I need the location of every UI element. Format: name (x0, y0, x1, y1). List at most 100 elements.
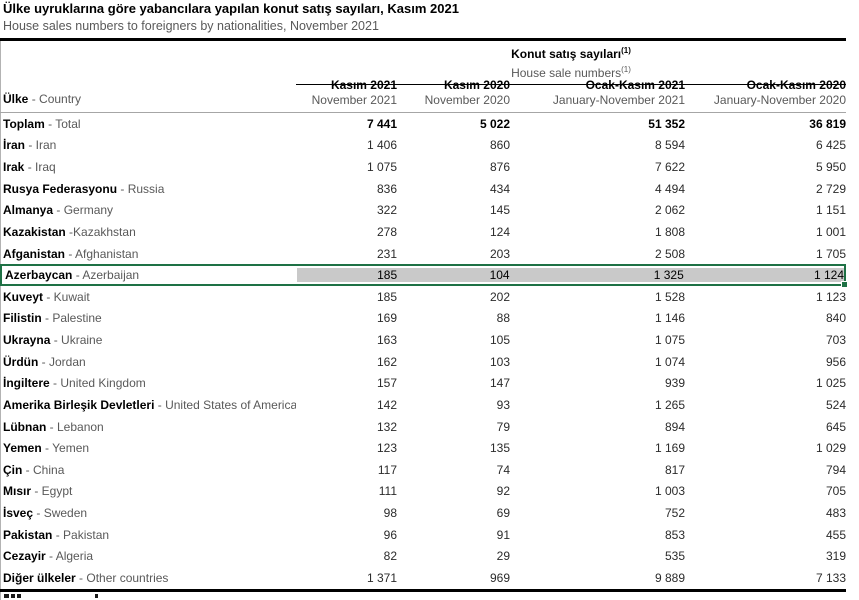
country-cell[interactable]: İngiltere - United Kingdom (0, 374, 296, 392)
value-jan-nov-2020[interactable]: 5 950 (815, 160, 846, 175)
value-nov-2021[interactable]: 322 (376, 203, 397, 218)
value-nov-2021[interactable]: 169 (376, 311, 397, 326)
value-nov-2021[interactable]: 117 (377, 462, 397, 477)
value-nov-2021[interactable]: 1 075 (366, 160, 397, 175)
country-cell[interactable]: İsveç - Sweden (0, 504, 296, 522)
country-cell[interactable]: Afganistan - Afghanistan (0, 245, 296, 263)
value-jan-nov-2020[interactable]: 1 705 (815, 246, 846, 261)
table-row[interactable]: Lübnan - Lebanon 132 79 894 645 (0, 416, 846, 438)
value-jan-nov-2021[interactable]: 1 528 (654, 289, 685, 304)
value-nov-2021[interactable]: 123 (376, 441, 397, 456)
country-cell[interactable]: Diğer ülkeler - Other countries (0, 569, 296, 587)
value-jan-nov-2020[interactable]: 703 (825, 333, 846, 348)
table-row[interactable]: Amerika Birleşik Devletleri - United Sta… (0, 394, 846, 416)
value-jan-nov-2021[interactable]: 939 (664, 376, 685, 391)
value-jan-nov-2021[interactable]: 1 146 (654, 311, 685, 326)
value-jan-nov-2020[interactable]: 645 (825, 419, 846, 434)
value-jan-nov-2020[interactable]: 840 (825, 311, 846, 326)
table-row[interactable]: Pakistan - Pakistan 96 91 853 455 (0, 524, 846, 546)
table-row[interactable]: Filistin - Palestine 169 88 1 146 840 (0, 308, 846, 330)
table-row[interactable]: Kazakistan -Kazakhstan 278 124 1 808 1 0… (0, 221, 846, 243)
value-nov-2020[interactable]: 5 022 (479, 116, 510, 131)
country-cell[interactable]: Lübnan - Lebanon (0, 418, 296, 436)
value-nov-2020[interactable]: 79 (496, 419, 510, 434)
value-nov-2020[interactable]: 69 (496, 506, 510, 521)
value-nov-2021[interactable]: 163 (376, 333, 397, 348)
country-cell[interactable]: Ürdün - Jordan (0, 353, 296, 371)
country-cell[interactable]: Yemen - Yemen (0, 439, 296, 457)
table-row[interactable]: İngiltere - United Kingdom 157 147 939 1… (0, 373, 846, 395)
value-jan-nov-2020[interactable]: 483 (825, 506, 846, 521)
country-cell[interactable]: Toplam - Total (0, 115, 296, 133)
value-jan-nov-2020[interactable]: 1 029 (815, 441, 846, 456)
value-jan-nov-2020[interactable]: 524 (825, 397, 846, 412)
value-jan-nov-2021[interactable]: 1 003 (654, 484, 685, 499)
table-row[interactable]: Almanya - Germany 322 145 2 062 1 151 (0, 200, 846, 222)
country-cell[interactable]: Filistin - Palestine (0, 309, 296, 327)
value-nov-2021[interactable]: 231 (376, 246, 397, 261)
value-nov-2020[interactable]: 91 (496, 527, 510, 542)
value-jan-nov-2021[interactable]: 8 594 (654, 138, 685, 153)
country-cell[interactable]: Pakistan - Pakistan (0, 526, 296, 544)
value-jan-nov-2021[interactable]: 752 (664, 506, 685, 521)
value-nov-2021[interactable]: 185 (296, 268, 398, 283)
value-jan-nov-2020[interactable]: 1 001 (815, 224, 846, 239)
country-cell[interactable]: Amerika Birleşik Devletleri - United Sta… (0, 396, 296, 414)
value-jan-nov-2020[interactable]: 1 124 (683, 268, 844, 283)
value-nov-2021[interactable]: 111 (378, 484, 397, 499)
value-jan-nov-2021[interactable]: 1 074 (654, 354, 685, 369)
value-nov-2020[interactable]: 88 (496, 311, 510, 326)
value-jan-nov-2021[interactable]: 1 325 (509, 268, 684, 283)
value-nov-2020[interactable]: 92 (496, 484, 510, 499)
value-jan-nov-2020[interactable]: 7 133 (815, 570, 846, 585)
value-jan-nov-2020[interactable]: 1 151 (815, 203, 846, 218)
table-row[interactable]: Ukrayna - Ukraine 163 105 1 075 703 (0, 329, 846, 351)
value-nov-2020[interactable]: 135 (489, 441, 510, 456)
value-jan-nov-2020[interactable]: 36 819 (809, 116, 846, 131)
value-jan-nov-2020[interactable]: 319 (825, 549, 846, 564)
value-jan-nov-2021[interactable]: 51 352 (648, 116, 685, 131)
country-cell[interactable]: Çin - China (0, 461, 296, 479)
value-nov-2020[interactable]: 29 (496, 549, 510, 564)
value-nov-2021[interactable]: 7 441 (366, 116, 397, 131)
value-nov-2021[interactable]: 162 (376, 354, 397, 369)
value-nov-2021[interactable]: 98 (383, 506, 397, 521)
value-jan-nov-2021[interactable]: 4 494 (654, 181, 685, 196)
table-row[interactable]: Yemen - Yemen 123 135 1 169 1 029 (0, 437, 846, 459)
value-nov-2021[interactable]: 82 (383, 549, 397, 564)
value-nov-2020[interactable]: 105 (489, 333, 510, 348)
value-jan-nov-2021[interactable]: 1 265 (654, 397, 685, 412)
value-jan-nov-2021[interactable]: 1 169 (654, 441, 685, 456)
value-nov-2020[interactable]: 74 (496, 462, 510, 477)
table-row[interactable]: Rusya Federasyonu - Russia 836 434 4 494… (0, 178, 846, 200)
value-nov-2020[interactable]: 202 (489, 289, 510, 304)
value-jan-nov-2021[interactable]: 2 508 (654, 246, 685, 261)
table-row[interactable]: İsveç - Sweden 98 69 752 483 (0, 502, 846, 524)
table-row[interactable]: Çin - China 117 74 817 794 (0, 459, 846, 481)
value-jan-nov-2020[interactable]: 705 (825, 484, 846, 499)
country-cell[interactable]: Kazakistan -Kazakhstan (0, 223, 296, 241)
value-nov-2020[interactable]: 203 (489, 246, 510, 261)
table-row[interactable]: Ürdün - Jordan 162 103 1 074 956 (0, 351, 846, 373)
country-cell[interactable]: Mısır - Egypt (0, 482, 296, 500)
value-jan-nov-2021[interactable]: 817 (664, 462, 685, 477)
value-jan-nov-2020[interactable]: 1 123 (815, 289, 846, 304)
table-row[interactable]: Irak - Iraq 1 075 876 7 622 5 950 (0, 156, 846, 178)
country-cell[interactable]: Almanya - Germany (0, 201, 296, 219)
table-row[interactable]: Cezayir - Algeria 82 29 535 319 (0, 546, 846, 568)
table-row[interactable]: Afganistan - Afghanistan 231 203 2 508 1… (0, 243, 846, 265)
table-row[interactable]: Diğer ülkeler - Other countries 1 371 96… (0, 567, 846, 589)
value-nov-2020[interactable]: 124 (489, 224, 510, 239)
value-jan-nov-2021[interactable]: 2 062 (654, 203, 685, 218)
value-jan-nov-2020[interactable]: 6 425 (815, 138, 846, 153)
value-nov-2021[interactable]: 96 (383, 527, 397, 542)
value-jan-nov-2021[interactable]: 7 622 (654, 160, 685, 175)
value-jan-nov-2021[interactable]: 853 (664, 527, 685, 542)
value-nov-2021[interactable]: 132 (376, 419, 397, 434)
value-jan-nov-2020[interactable]: 794 (825, 462, 846, 477)
country-cell[interactable]: İran - Iran (0, 136, 296, 154)
table-row[interactable]: İran - Iran 1 406 860 8 594 6 425 (0, 135, 846, 157)
value-nov-2020[interactable]: 434 (489, 181, 510, 196)
table-row[interactable]: Kuveyt - Kuwait 185 202 1 528 1 123 (0, 286, 846, 308)
value-nov-2021[interactable]: 185 (376, 289, 397, 304)
